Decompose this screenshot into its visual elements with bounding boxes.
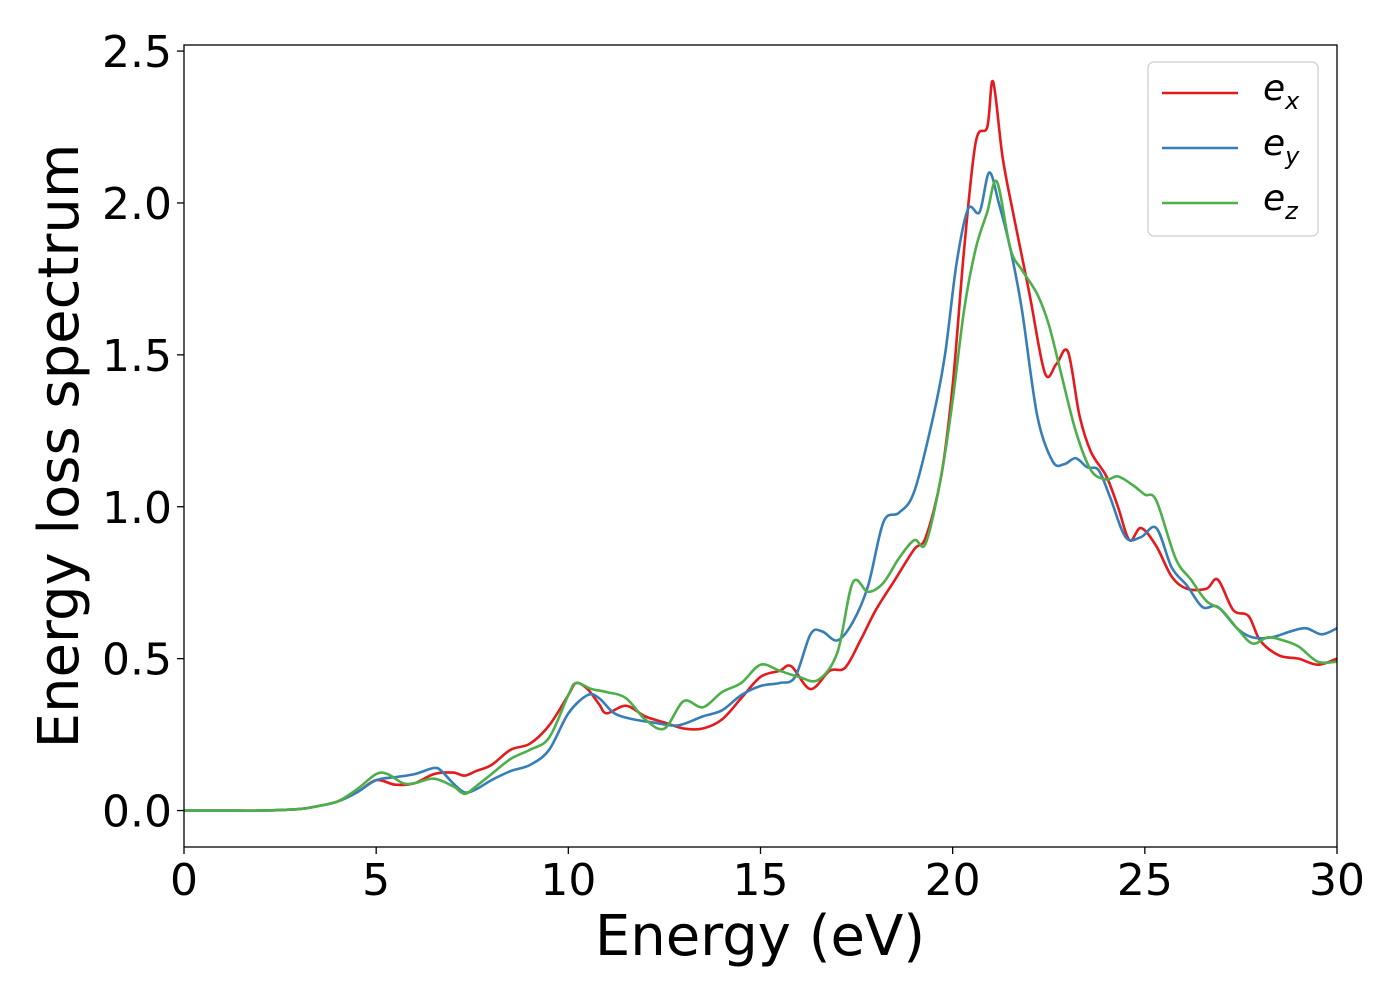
plot-background xyxy=(184,45,1337,847)
y-tick-label: 1.5 xyxy=(102,331,172,382)
series-line-z xyxy=(184,179,1337,812)
x-tick-label: 5 xyxy=(362,855,390,906)
x-tick-label: 15 xyxy=(733,855,789,906)
x-tick-label: 25 xyxy=(1117,855,1173,906)
y-tick-label: 2.5 xyxy=(102,27,172,78)
legend-label-z: ez xyxy=(1263,178,1299,225)
x-tick-label: 30 xyxy=(1309,855,1365,906)
x-axis: 0 5 10 15 20 25 30 xyxy=(170,847,1365,906)
x-tick-label: 20 xyxy=(925,855,981,906)
y-tick-label: 0.0 xyxy=(102,787,172,838)
y-tick-label: 0.5 xyxy=(102,635,172,686)
legend-label-x: ex xyxy=(1263,68,1300,115)
x-axis-title: Energy (eV) xyxy=(595,904,925,969)
series-line-x xyxy=(184,80,1337,812)
legend-label-y: ey xyxy=(1263,123,1300,170)
y-axis: 0.0 0.5 1.0 1.5 2.0 2.5 xyxy=(102,27,184,838)
series-layer xyxy=(184,80,1337,812)
legend: ex ey ez xyxy=(1147,61,1319,237)
y-tick-label: 1.0 xyxy=(102,483,172,534)
x-tick-label: 0 xyxy=(170,855,198,906)
y-tick-label: 2.0 xyxy=(102,179,172,230)
y-axis-title: Energy loss spectrum xyxy=(27,144,92,749)
x-tick-label: 10 xyxy=(540,855,596,906)
